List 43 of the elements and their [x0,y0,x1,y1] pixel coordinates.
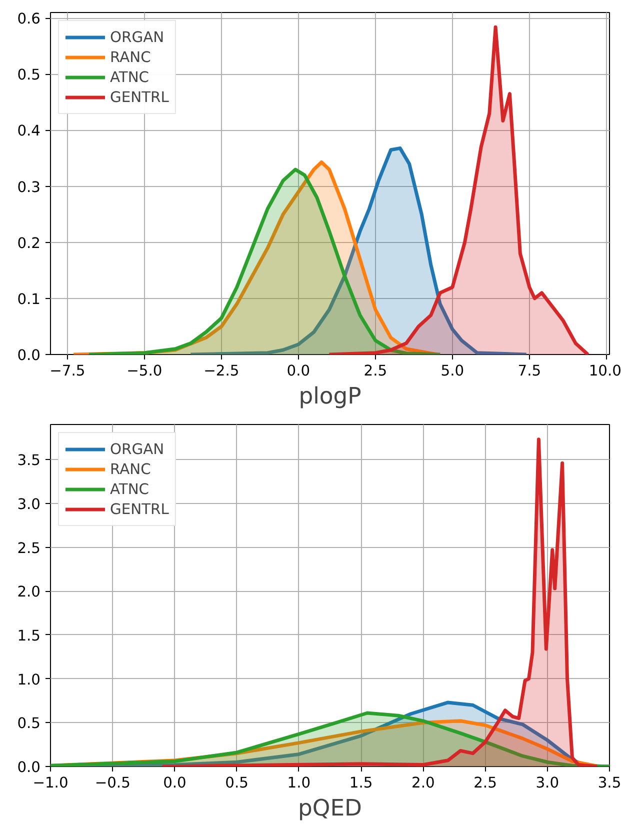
legend-label: ORGAN [110,440,164,458]
y-tick-label: 0.0 [17,347,41,364]
x-tick-label: 3.0 [536,774,560,792]
x-tick-label: 2.0 [412,774,435,792]
x-tick-label: −1.0 [32,774,68,792]
x-axis-title: pQED [298,796,362,822]
y-tick-label: 2.5 [17,540,41,557]
x-tick-label: −7.5 [50,362,86,380]
x-tick-label: 7.5 [518,362,542,380]
x-tick-label: 0.0 [286,362,310,380]
x-tick-label: −2.5 [204,362,240,380]
y-tick-label: 0.6 [17,10,41,28]
y-tick-label: 0.5 [17,715,41,732]
x-tick-label: 2.5 [364,362,388,380]
y-tick-label: 0.1 [17,290,41,308]
y-tick-label: 2.0 [17,584,41,601]
x-tick-label: 3.5 [598,774,621,792]
y-tick-label: 0.5 [17,66,41,84]
x-axis-title: plogP [298,384,362,410]
y-tick-label: 0.2 [17,234,41,252]
y-tick-label: 1.0 [17,671,41,688]
legend-label: GENTRL [110,500,169,518]
x-tick-label: −5.0 [126,362,162,380]
legend-label: ATNC [110,480,150,498]
y-tick-label: 3.0 [17,496,41,513]
legend-label: RANC [110,460,151,478]
y-tick-label: 0.0 [17,759,41,776]
x-tick-label: 1.5 [349,774,373,792]
x-tick-label: −0.5 [94,774,130,792]
legend-label: ATNC [110,68,150,86]
x-tick-label: 0.5 [225,774,248,792]
x-tick-label: 10.0 [588,362,621,380]
legend-label: ORGAN [110,28,164,46]
x-tick-label: 1.0 [287,774,311,792]
legend-label: RANC [110,48,151,66]
y-tick-label: 3.5 [17,452,41,470]
x-tick-label: 5.0 [440,362,464,380]
y-tick-label: 1.5 [17,627,41,644]
y-tick-label: 0.4 [17,122,41,140]
x-tick-label: 2.5 [474,774,497,792]
y-tick-label: 0.3 [17,178,41,196]
x-tick-label: 0.0 [163,774,186,792]
legend-label: GENTRL [110,88,169,106]
